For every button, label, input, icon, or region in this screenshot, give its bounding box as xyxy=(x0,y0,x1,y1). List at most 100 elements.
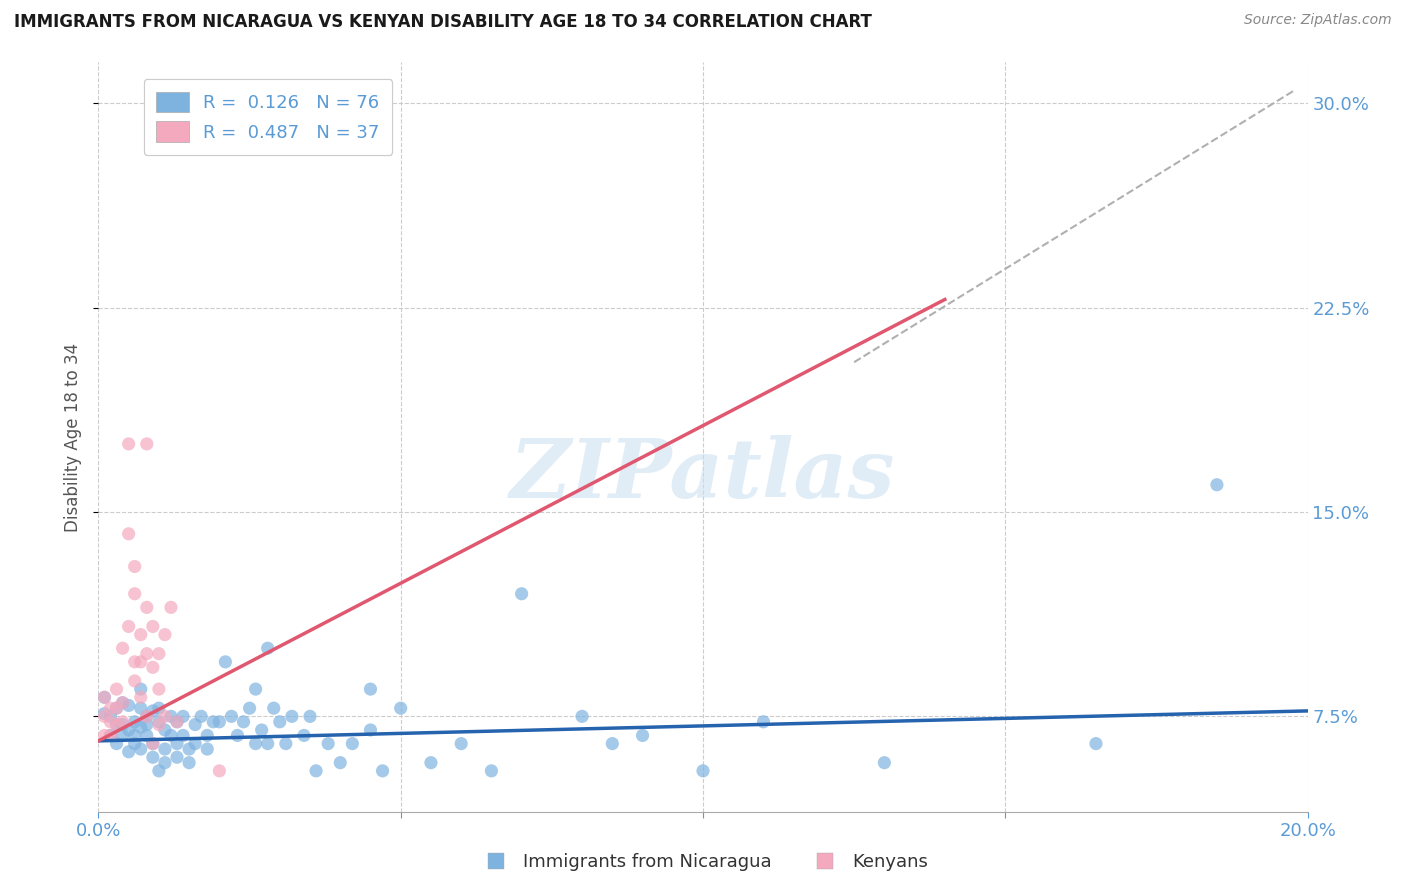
Point xyxy=(202,714,225,729)
Point xyxy=(450,737,472,751)
Point xyxy=(292,728,315,742)
Point xyxy=(124,673,146,688)
Point xyxy=(129,655,152,669)
Point xyxy=(184,717,207,731)
Point xyxy=(135,647,157,661)
Point xyxy=(274,737,297,751)
Point xyxy=(118,526,141,541)
Text: IMMIGRANTS FROM NICARAGUA VS KENYAN DISABILITY AGE 18 TO 34 CORRELATION CHART: IMMIGRANTS FROM NICARAGUA VS KENYAN DISA… xyxy=(14,13,872,31)
Point xyxy=(135,709,157,723)
Point xyxy=(195,728,218,742)
Point xyxy=(153,627,176,641)
Point xyxy=(105,717,128,731)
Point xyxy=(142,737,165,751)
Point xyxy=(129,690,152,705)
Point xyxy=(360,723,382,737)
Point xyxy=(135,717,157,731)
Point xyxy=(221,709,243,723)
Point xyxy=(148,647,170,661)
Point xyxy=(481,764,503,778)
Point xyxy=(124,714,146,729)
Point xyxy=(160,600,183,615)
Point xyxy=(250,723,273,737)
Point xyxy=(111,714,134,729)
Point xyxy=(371,764,394,778)
Point xyxy=(148,682,170,697)
Point xyxy=(166,714,188,729)
Point xyxy=(124,737,146,751)
Point xyxy=(1085,737,1108,751)
Point xyxy=(269,714,291,729)
Point xyxy=(160,709,183,723)
Point xyxy=(305,764,328,778)
Point xyxy=(571,709,593,723)
Point xyxy=(111,728,134,742)
Point xyxy=(420,756,443,770)
Point xyxy=(148,764,170,778)
Point xyxy=(389,701,412,715)
Point xyxy=(129,682,152,697)
Point xyxy=(124,655,146,669)
Point xyxy=(100,728,122,742)
Point xyxy=(100,714,122,729)
Legend: Immigrants from Nicaragua, Kenyans: Immigrants from Nicaragua, Kenyans xyxy=(471,847,935,879)
Point xyxy=(245,737,267,751)
Point xyxy=(631,728,654,742)
Point xyxy=(93,690,115,705)
Point xyxy=(360,682,382,697)
Point xyxy=(118,723,141,737)
Point xyxy=(232,714,254,729)
Point xyxy=(166,737,188,751)
Point xyxy=(166,750,188,764)
Point xyxy=(208,714,231,729)
Point xyxy=(148,701,170,715)
Point xyxy=(129,742,152,756)
Point xyxy=(873,756,896,770)
Point xyxy=(93,709,115,723)
Point xyxy=(245,682,267,697)
Text: Source: ZipAtlas.com: Source: ZipAtlas.com xyxy=(1244,13,1392,28)
Point xyxy=(100,709,122,723)
Point xyxy=(105,737,128,751)
Point xyxy=(111,696,134,710)
Point xyxy=(124,587,146,601)
Point xyxy=(184,737,207,751)
Point xyxy=(342,737,364,751)
Point xyxy=(93,690,115,705)
Point xyxy=(93,728,115,742)
Point xyxy=(129,627,152,641)
Point xyxy=(179,742,201,756)
Point xyxy=(172,709,194,723)
Point xyxy=(124,559,146,574)
Point xyxy=(135,600,157,615)
Point xyxy=(105,682,128,697)
Point xyxy=(239,701,262,715)
Point xyxy=(153,742,176,756)
Point xyxy=(214,655,236,669)
Point xyxy=(124,728,146,742)
Point xyxy=(118,745,141,759)
Point xyxy=(142,704,165,718)
Point xyxy=(752,714,775,729)
Point xyxy=(329,756,352,770)
Point xyxy=(166,714,188,729)
Point xyxy=(142,750,165,764)
Point xyxy=(148,717,170,731)
Point xyxy=(93,706,115,721)
Point xyxy=(135,728,157,742)
Point xyxy=(135,437,157,451)
Point xyxy=(129,720,152,734)
Point xyxy=(100,701,122,715)
Point xyxy=(118,698,141,713)
Point xyxy=(510,587,533,601)
Point xyxy=(105,701,128,715)
Point xyxy=(153,756,176,770)
Point xyxy=(111,696,134,710)
Point xyxy=(226,728,249,742)
Point xyxy=(111,717,134,731)
Point xyxy=(160,728,183,742)
Point xyxy=(190,709,212,723)
Point xyxy=(118,437,141,451)
Point xyxy=(105,717,128,731)
Point xyxy=(105,701,128,715)
